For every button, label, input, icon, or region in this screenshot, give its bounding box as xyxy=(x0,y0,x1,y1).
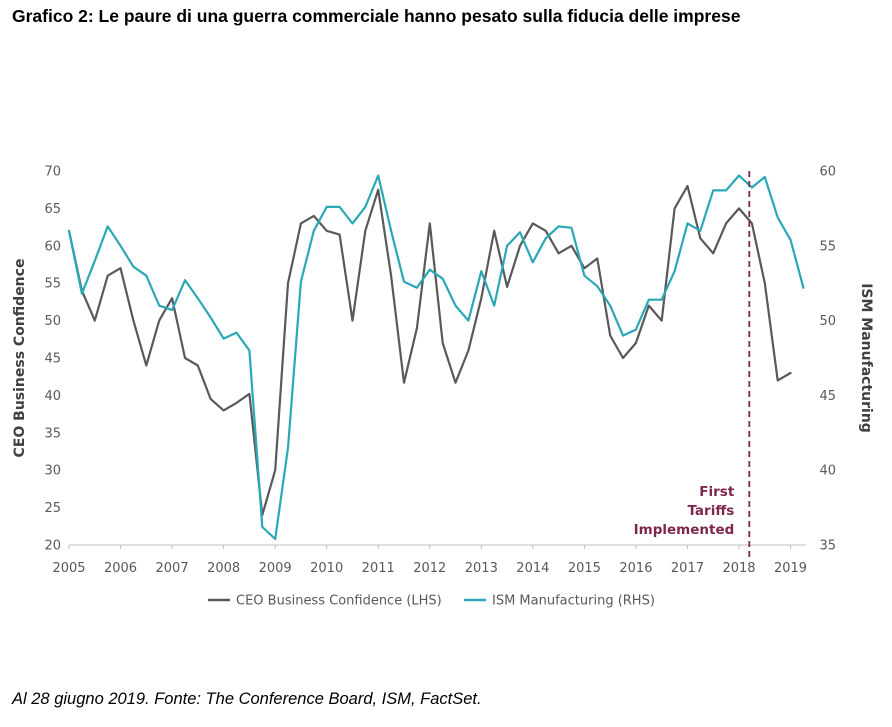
x-tick-label: 2014 xyxy=(516,561,549,576)
y-right-tick-label: 60 xyxy=(819,165,836,180)
series-line-ceo-confidence xyxy=(67,184,792,517)
x-tick-label: 2008 xyxy=(207,561,240,576)
legend-label: CEO Business Confidence (LHS) xyxy=(236,594,442,609)
chart-series xyxy=(67,174,805,541)
y-right-tick-label: 50 xyxy=(819,314,836,329)
x-tick-label: 2009 xyxy=(259,561,292,576)
y-left-tick-label: 45 xyxy=(44,352,61,367)
chart-title: Grafico 2: Le paure di una guerra commer… xyxy=(12,6,741,26)
y-left-tick-label: 60 xyxy=(44,239,61,254)
y-left-tick-label: 30 xyxy=(44,464,61,479)
y-left-tick-label: 20 xyxy=(44,539,61,554)
legend-label: ISM Manufacturing (RHS) xyxy=(492,594,655,609)
y-left-tick-label: 55 xyxy=(44,277,61,292)
chart-legend: CEO Business Confidence (LHS) ISM Manufac… xyxy=(208,594,655,609)
x-tick-label: 2015 xyxy=(568,561,601,576)
y-left-tick-label: 35 xyxy=(44,426,61,441)
x-tick-label: 2011 xyxy=(362,561,395,576)
y-left-tick-label: 70 xyxy=(44,165,61,180)
x-tick-label: 2019 xyxy=(774,561,807,576)
x-tick-label: 2006 xyxy=(104,561,137,576)
x-tick-label: 2012 xyxy=(413,561,446,576)
x-tick-label: 2018 xyxy=(722,561,755,576)
y-right-tick-label: 55 xyxy=(819,239,836,254)
x-tick-label: 2017 xyxy=(671,561,704,576)
tariffs-annotation-label: First xyxy=(699,484,735,500)
tariffs-annotation-label: Tariffs xyxy=(687,503,734,519)
y-left-tick-label: 40 xyxy=(44,389,61,404)
y-left-axis-title: CEO Business Confidence xyxy=(12,259,28,458)
chart-caption: Al 28 giugno 2019. Fonte: The Conference… xyxy=(12,690,482,708)
y-right-tick-label: 35 xyxy=(819,539,836,554)
y-left-tick-label: 50 xyxy=(44,314,61,329)
y-right-axis-title: ISM Manufacturing xyxy=(858,283,874,433)
x-tick-label: 2013 xyxy=(465,561,498,576)
y-right-tick-label: 45 xyxy=(819,389,836,404)
chart-axes: 20 25 30 35 40 45 50 55 60 65 70 35 40 45 50 55 60 2005 20… xyxy=(12,165,874,577)
x-tick-label: 2010 xyxy=(310,561,343,576)
x-tick-label: 2005 xyxy=(52,561,85,576)
x-tick-label: 2007 xyxy=(156,561,189,576)
x-tick-label: 2016 xyxy=(619,561,652,576)
series-line-ism-manufacturing xyxy=(67,174,805,541)
y-right-tick-label: 40 xyxy=(819,464,836,479)
y-left-tick-label: 65 xyxy=(44,202,61,217)
chart-annotation: First Tariffs Implemented xyxy=(634,171,751,557)
tariffs-annotation-label: Implemented xyxy=(634,522,735,538)
y-left-tick-label: 25 xyxy=(44,501,61,516)
